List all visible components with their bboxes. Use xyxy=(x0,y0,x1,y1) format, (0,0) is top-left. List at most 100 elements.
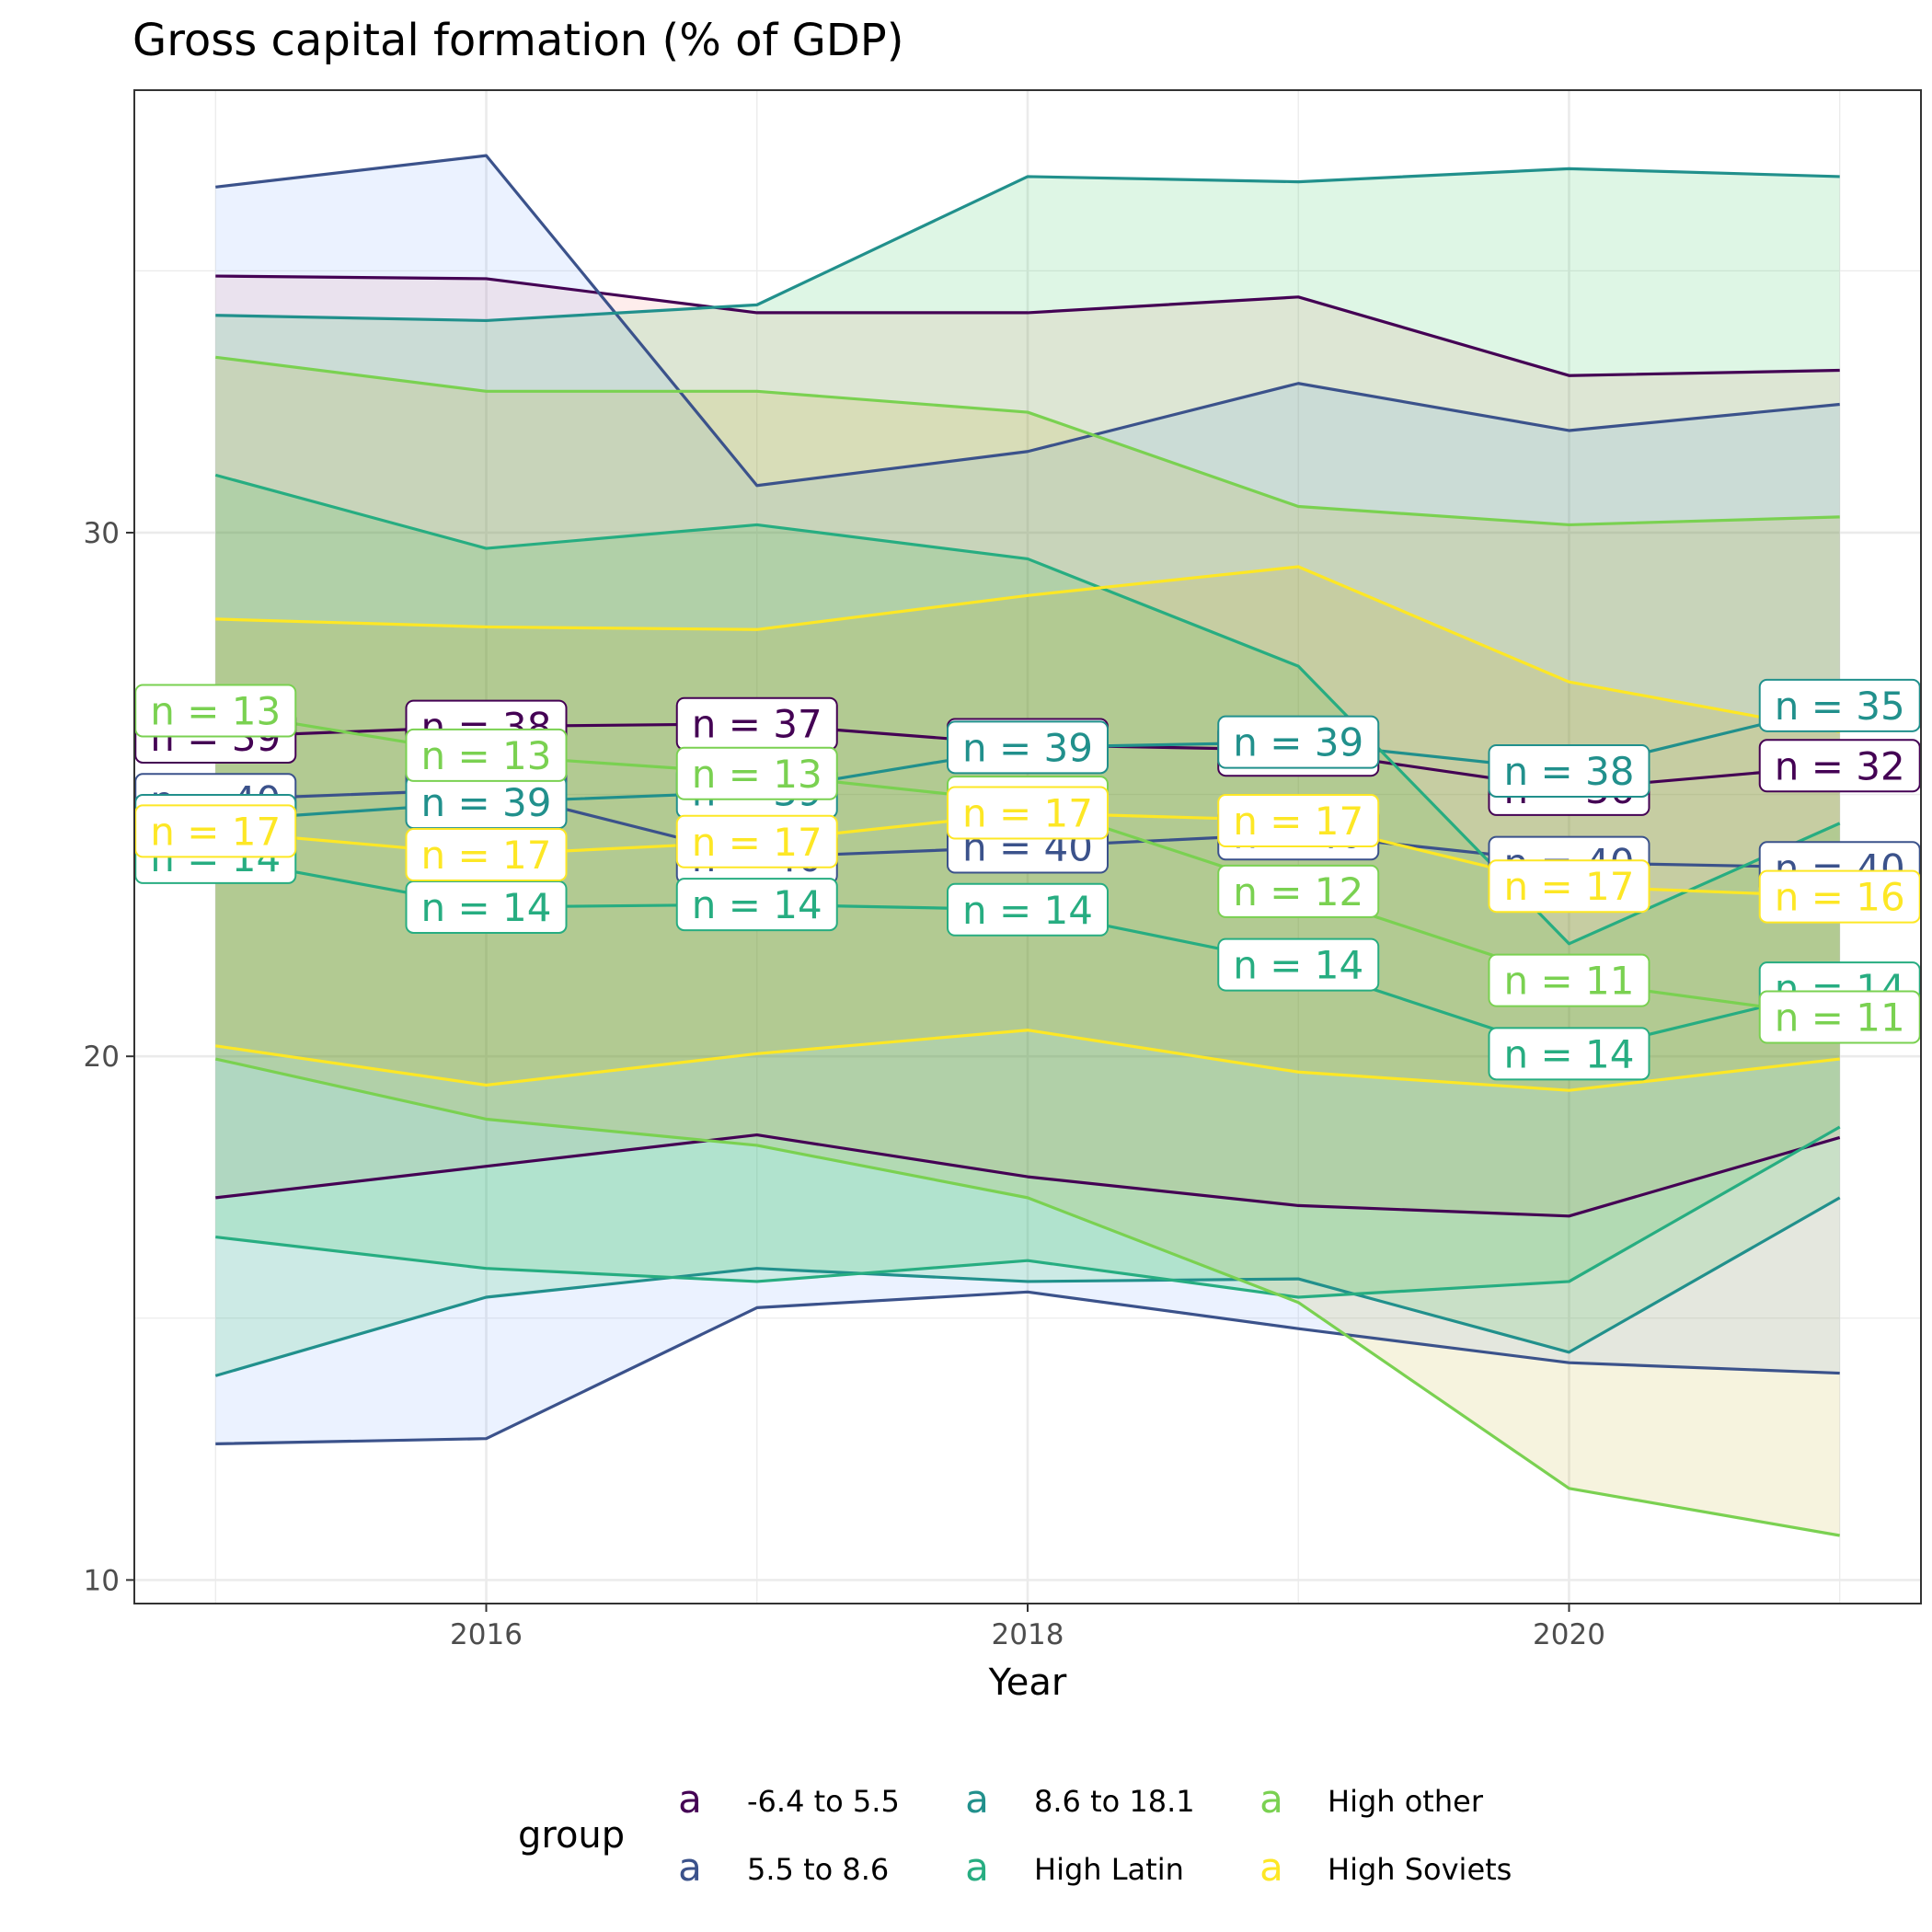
upper-line-3 xyxy=(214,473,1841,946)
n-label-layer: n = 39n = 38n = 37n = 38n = 38n = 36n = … xyxy=(134,678,1921,1081)
chart-title: Gross capital formation (% of GDP) xyxy=(132,15,903,66)
n-label-text: n = 17 xyxy=(421,833,552,878)
legend-label: 8.6 to 18.1 xyxy=(1034,1784,1195,1819)
n-label-box xyxy=(134,684,297,738)
n-label-box xyxy=(134,804,297,858)
n-label: n = 14 xyxy=(1217,937,1380,992)
legend-label: 5.5 to 8.6 xyxy=(747,1852,889,1887)
n-label-box xyxy=(405,828,568,882)
n-label-text: n = 13 xyxy=(150,689,281,734)
n-label-box xyxy=(947,882,1109,937)
y-tick-label: 20 xyxy=(84,1041,120,1074)
n-label-text: n = 13 xyxy=(421,733,552,778)
n-label: n = 16 xyxy=(1758,869,1921,924)
lower-line-0 xyxy=(215,1133,1841,1218)
n-label-text: n = 11 xyxy=(1775,995,1905,1040)
legend-title: group xyxy=(518,1814,625,1857)
n-label-box xyxy=(1488,1027,1650,1081)
n-label-box xyxy=(675,814,838,868)
n-label-text: n = 14 xyxy=(962,888,1093,933)
n-label: n = 37 xyxy=(675,696,838,751)
n-label-box xyxy=(405,728,568,782)
n-label: n = 39 xyxy=(947,720,1109,775)
n-label: n = 14 xyxy=(675,878,838,932)
n-label-box xyxy=(675,746,838,800)
n-label-box xyxy=(947,786,1109,840)
n-label-box xyxy=(1488,743,1650,798)
n-label-text: n = 11 xyxy=(1504,959,1635,1004)
n-label-box xyxy=(947,720,1109,775)
n-label: n = 14 xyxy=(405,880,568,934)
legend-label: High Latin xyxy=(1034,1852,1184,1887)
upper-line-4 xyxy=(215,355,1840,527)
legend-label: -6.4 to 5.5 xyxy=(747,1784,900,1819)
upper-line-1 xyxy=(215,154,1840,488)
legend-key-glyph: a xyxy=(678,1777,702,1822)
y-tick-label: 10 xyxy=(84,1564,120,1597)
n-label-box xyxy=(1488,953,1650,1007)
n-label-box xyxy=(1758,990,1921,1044)
n-label-text: n = 17 xyxy=(150,809,281,854)
x-tick-label: 2020 xyxy=(1533,1618,1605,1651)
n-label-text: n = 17 xyxy=(1233,799,1363,844)
n-label: n = 17 xyxy=(947,786,1109,840)
n-label-box xyxy=(1217,937,1380,992)
y-tick-label: 30 xyxy=(84,517,120,550)
legend-key-glyph: a xyxy=(965,1845,989,1890)
n-label: n = 17 xyxy=(134,804,297,858)
n-label-text: n = 17 xyxy=(1504,864,1635,909)
upper-line-5 xyxy=(215,565,1841,733)
n-label-text: n = 39 xyxy=(1233,720,1363,765)
legend-label: High other xyxy=(1328,1784,1484,1819)
n-label-text: n = 16 xyxy=(1775,875,1905,920)
n-label-text: n = 13 xyxy=(692,752,822,797)
n-label: n = 39 xyxy=(1217,715,1380,769)
n-label-box xyxy=(1217,794,1380,848)
lower-line-5 xyxy=(215,1029,1840,1092)
n-label-text: n = 38 xyxy=(1504,749,1635,794)
x-tick-label: 2016 xyxy=(450,1618,523,1651)
x-axis-title: Year xyxy=(988,1662,1067,1704)
n-label: n = 17 xyxy=(1217,794,1380,848)
n-label: n = 11 xyxy=(1488,953,1650,1007)
n-label: n = 17 xyxy=(1488,859,1650,914)
legend: group a -6.4 to 5.5 a 5.5 to 8.6 a 8.6 to 18.… xyxy=(518,1777,1512,1890)
n-label-box xyxy=(1758,739,1921,793)
ribbon-4 xyxy=(215,357,1840,1536)
y-axis: 10 20 30 xyxy=(84,517,134,1597)
lower-line-3 xyxy=(215,1125,1841,1299)
n-label-box xyxy=(1758,678,1921,732)
n-label-text: n = 14 xyxy=(692,882,822,927)
n-label-text: n = 14 xyxy=(1233,943,1363,988)
n-label: n = 13 xyxy=(675,746,838,800)
n-label: n = 13 xyxy=(134,684,297,738)
upper-line-2 xyxy=(215,167,1840,323)
n-label: n = 14 xyxy=(1488,1027,1650,1081)
n-label: n = 17 xyxy=(675,814,838,868)
n-label: n = 35 xyxy=(1758,678,1921,732)
n-label-text: n = 37 xyxy=(692,702,822,747)
n-label: n = 13 xyxy=(405,728,568,782)
n-label-text: n = 14 xyxy=(1504,1031,1635,1076)
x-tick-label: 2018 xyxy=(992,1618,1064,1651)
n-label: n = 11 xyxy=(1758,990,1921,1044)
legend-label: High Soviets xyxy=(1328,1852,1512,1887)
n-label-box xyxy=(1217,864,1380,918)
n-label-text: n = 32 xyxy=(1775,743,1905,788)
n-label: n = 38 xyxy=(1488,743,1650,798)
n-label-box xyxy=(1488,859,1650,914)
lower-line-1 xyxy=(215,1290,1840,1445)
n-label-text: n = 17 xyxy=(692,820,822,865)
n-label: n = 12 xyxy=(1217,864,1380,918)
n-label-text: n = 14 xyxy=(421,885,552,930)
n-label-box xyxy=(1758,869,1921,924)
x-axis: 2016 2018 2020 xyxy=(450,1604,1605,1651)
n-label: n = 32 xyxy=(1758,739,1921,793)
upper-line-0 xyxy=(215,274,1840,377)
n-label-box xyxy=(1217,715,1380,769)
n-label-text: n = 12 xyxy=(1233,869,1363,914)
lower-line-4 xyxy=(214,1057,1841,1537)
n-label-text: n = 17 xyxy=(962,791,1093,836)
lower-line-2 xyxy=(214,1196,1841,1377)
